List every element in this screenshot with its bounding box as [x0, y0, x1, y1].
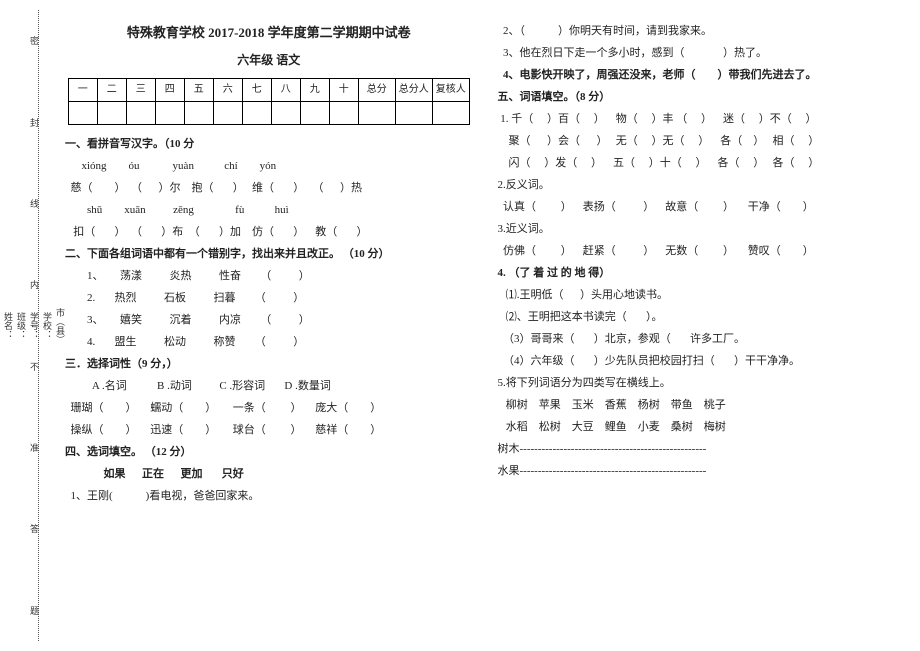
sv-reviewer[interactable]: [432, 102, 469, 125]
sh-4: 四: [155, 79, 184, 102]
sv-total[interactable]: [358, 102, 395, 125]
s5-line-9: （4）六年级（ ）少先队员把校园打扫（ ）干干净净。: [498, 350, 906, 372]
marker-ti: 题: [30, 604, 39, 617]
s5-classify-heading: 5.将下列词语分为四类写在横线上。: [498, 372, 906, 394]
s5-line-3: 闪（ ）发（ ） 五（ ）十（ ） 各（ ） 各（ ）: [498, 152, 906, 174]
sh-1: 一: [68, 79, 97, 102]
marker-feng: 封: [30, 116, 39, 129]
s4-line-1: 1、王刚( )看电视，爸爸回家来。: [65, 485, 473, 507]
sv-3[interactable]: [126, 102, 155, 125]
s3-line-2: 操纵（ ） 迅速（ ） 球台（ ） 慈祥（ ）: [65, 419, 473, 441]
sv-1[interactable]: [68, 102, 97, 125]
sh-7: 七: [242, 79, 271, 102]
s5-particle-heading: 4. （了 着 过 的 地 得）: [498, 262, 906, 284]
exam-title: 特殊教育学校 2017-2018 学年度第二学期期中试卷: [65, 20, 473, 46]
cat-fruit-label: 水果: [498, 465, 520, 477]
sh-3: 三: [126, 79, 155, 102]
s5-line-4: 认真（ ） 表扬（ ） 故意（ ） 干净（ ）: [498, 196, 906, 218]
s5-synonym-heading: 3.近义词。: [498, 218, 906, 240]
sv-5[interactable]: [184, 102, 213, 125]
exam-subtitle: 六年级 语文: [65, 48, 473, 72]
s4-line-3: 3、他在烈日下走一个多小时，感到（ ）热了。: [498, 42, 906, 64]
sh-6: 六: [213, 79, 242, 102]
sh-total: 总分: [358, 79, 395, 102]
sh-totaler: 总分人: [395, 79, 432, 102]
marker-mi: 密: [30, 34, 39, 47]
s5-words-2: 水稻 松树 大豆 鲤鱼 小麦 桑树 梅树: [498, 416, 906, 438]
s5-line-2: 聚（ ）会（ ） 无（ ）无（ ） 各（ ） 相（ ）: [498, 130, 906, 152]
s1-blank-1: 慈（ ） （ ）尔 抱（ ） 维（ ） （ ）热: [65, 177, 473, 199]
sv-7[interactable]: [242, 102, 271, 125]
s3-options: A .名词 B .动词 C .形容词 D .数量词: [65, 375, 473, 397]
s1-pinyin-1: xióng óu yuàn chí yón: [65, 155, 473, 177]
marker-xian: 线: [30, 197, 39, 210]
section-5-heading: 五、词语填空。（8 分）: [498, 86, 906, 108]
marker-da: 答: [30, 522, 39, 535]
sv-totaler[interactable]: [395, 102, 432, 125]
s4-words: 如果 正在 更加 只好: [65, 463, 473, 485]
s1-blank-2: 扣（ ） （ ）布 （ ）加 仿（ ） 教（ ）: [65, 221, 473, 243]
s5-cat-tree: 树木--------------------------------------…: [498, 438, 906, 460]
sv-2[interactable]: [97, 102, 126, 125]
s5-words-1: 柳树 苹果 玉米 香蕉 杨树 带鱼 桃子: [498, 394, 906, 416]
binding-markers: 密 封 线 内 不 准 答 题: [30, 0, 39, 651]
label-school: 学校：: [41, 312, 54, 339]
left-column: 特殊教育学校 2017-2018 学年度第二学期期中试卷 六年级 语文 一 二 …: [55, 0, 488, 651]
score-table: 一 二 三 四 五 六 七 八 九 十 总分 总分人 复核人: [68, 78, 470, 125]
binding-margin: 市（县） 学校： 学号： 班级： 姓名： 密 封 线 内 不 准 答 题: [0, 0, 55, 651]
s5-line-5: 仿佛（ ） 赶紧（ ） 无数（ ） 赞叹（ ）: [498, 240, 906, 262]
marker-zhun: 准: [30, 441, 39, 454]
s5-line-6: ⑴.王明低（ ）头用心地读书。: [498, 284, 906, 306]
s2-line-1: 1、 荡漾 炎热 性奋 （ ）: [65, 265, 473, 287]
score-value-row: [68, 102, 469, 125]
cat-tree-label: 树木: [498, 443, 520, 455]
s5-line-1: 1. 千（ ）百（ ） 物（ ）丰 （ ） 迷（ ）不（ ）: [498, 108, 906, 130]
sh-9: 九: [300, 79, 329, 102]
s4-line-4: 4、电影快开映了，周强还没来，老师（ ）带我们先进去了。: [498, 64, 906, 86]
s2-line-4: 4. 盟生 松动 称赞 （ ）: [65, 331, 473, 353]
sh-reviewer: 复核人: [432, 79, 469, 102]
section-1-heading: 一、看拼音写汉字。（10 分: [65, 133, 473, 155]
sh-10: 十: [329, 79, 358, 102]
s2-line-2: 2. 热烈 石板 扫暮 （ ）: [65, 287, 473, 309]
s5-line-7: ⑵、王明把这本书读完（ ）。: [498, 306, 906, 328]
marker-nei: 内: [30, 278, 39, 291]
sv-6[interactable]: [213, 102, 242, 125]
sh-8: 八: [271, 79, 300, 102]
s1-pinyin-2: shū xuān zēng fù huì: [65, 199, 473, 221]
sh-5: 五: [184, 79, 213, 102]
right-column: 2、（ ）你明天有时间，请到我家来。 3、他在烈日下走一个多小时，感到（ ）热了…: [488, 0, 920, 651]
s2-line-3: 3、 嬉笑 沉着 内凉 （ ）: [65, 309, 473, 331]
score-header-row: 一 二 三 四 五 六 七 八 九 十 总分 总分人 复核人: [68, 79, 469, 102]
s3-line-1: 珊瑚（ ） 蠕动（ ） 一条（ ） 庞大（ ）: [65, 397, 473, 419]
label-name: 姓名：: [2, 312, 15, 339]
sv-10[interactable]: [329, 102, 358, 125]
label-grade: 班级：: [15, 312, 28, 339]
label-city: 市（县）: [54, 308, 67, 344]
section-2-heading: 二、下面各组词语中都有一个错别字，找出来并且改正。 （10 分）: [65, 243, 473, 265]
exam-page: 市（县） 学校： 学号： 班级： 姓名： 密 封 线 内 不 准 答 题 特殊教…: [0, 0, 920, 651]
s4-line-2: 2、（ ）你明天有时间，请到我家来。: [498, 20, 906, 42]
s5-antonym-heading: 2.反义词。: [498, 174, 906, 196]
section-4-heading: 四、选词填空。 （12 分）: [65, 441, 473, 463]
sv-9[interactable]: [300, 102, 329, 125]
s5-cat-fruit: 水果--------------------------------------…: [498, 460, 906, 482]
sv-8[interactable]: [271, 102, 300, 125]
s5-line-8: （3）哥哥来（ ）北京，参观（ 许多工厂。: [498, 328, 906, 350]
marker-bu: 不: [30, 360, 39, 373]
sv-4[interactable]: [155, 102, 184, 125]
sh-2: 二: [97, 79, 126, 102]
section-3-heading: 三．选择词性（9 分，）: [65, 353, 473, 375]
